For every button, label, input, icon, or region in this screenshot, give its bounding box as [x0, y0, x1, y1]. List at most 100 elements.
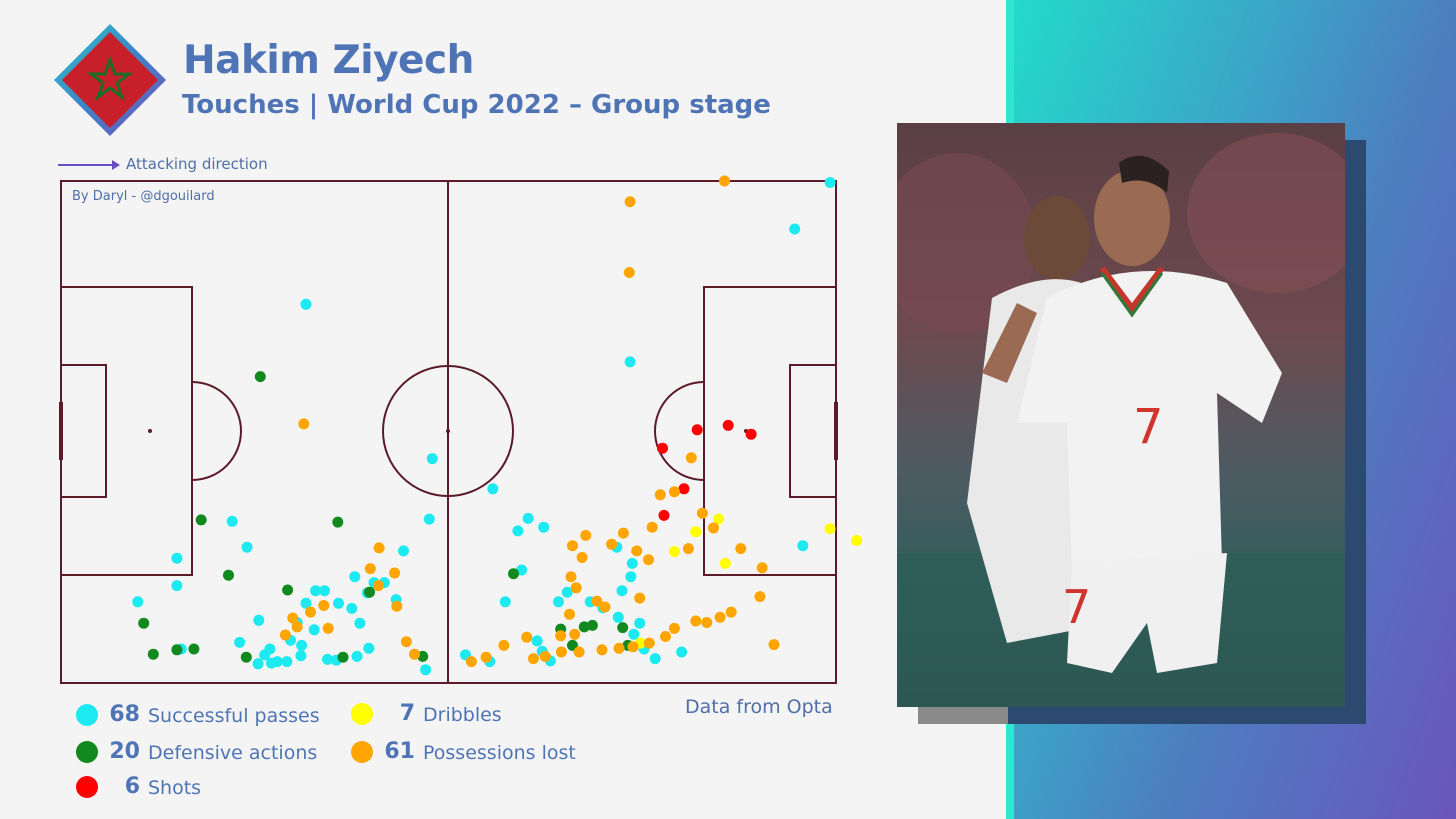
touch-point-dribbles: [690, 526, 702, 538]
morocco-flag-icon: [54, 24, 166, 136]
touch-point-defensive-actions: [364, 586, 375, 598]
player-silhouette-image: 7 7: [897, 133, 1345, 707]
right-goal-area: [789, 364, 837, 498]
touch-point-possessions-lost: [527, 653, 539, 665]
touch-point-successful-passes: [295, 650, 307, 662]
touch-point-successful-passes: [522, 512, 534, 524]
touch-point-possessions-lost: [570, 582, 582, 594]
touch-point-dribbles: [824, 523, 836, 535]
touch-point-successful-passes: [531, 635, 543, 647]
touch-point-successful-passes: [499, 596, 511, 608]
touch-point-successful-passes: [612, 611, 624, 623]
touch-point-successful-passes: [354, 617, 366, 629]
touch-point-possessions-lost: [565, 571, 577, 583]
morocco-flag-crest: [52, 22, 168, 138]
touch-point-successful-passes: [420, 664, 432, 676]
touch-point-possessions-lost: [596, 644, 608, 656]
touch-point-possessions-lost: [719, 175, 730, 187]
touch-points: [132, 175, 863, 676]
touch-point-possessions-lost: [690, 615, 702, 627]
touch-point-possessions-lost: [318, 600, 330, 611]
touch-point-successful-passes: [300, 597, 312, 609]
touch-point-possessions-lost: [555, 630, 567, 642]
page-title: Hakim Ziyech: [183, 38, 474, 83]
touch-point-possessions-lost: [643, 637, 655, 649]
right-goal: [834, 402, 838, 460]
touch-point-successful-passes: [171, 552, 183, 564]
touch-point-successful-passes: [241, 541, 253, 553]
touch-point-possessions-lost: [735, 543, 747, 555]
touch-point-possessions-lost: [567, 540, 578, 552]
touch-point-successful-passes: [398, 545, 409, 557]
touch-point-possessions-lost: [613, 642, 625, 654]
touch-point-possessions-lost: [643, 554, 654, 566]
touch-point-successful-passes: [319, 585, 330, 597]
touch-point-defensive-actions: [586, 619, 598, 631]
touch-point-successful-passes: [553, 596, 564, 608]
touch-point-defensive-actions: [282, 584, 294, 596]
touch-point-possessions-lost: [617, 527, 629, 539]
right-penalty-area: [703, 286, 837, 576]
legend-count: 68: [109, 702, 140, 727]
touch-point-possessions-lost: [701, 617, 713, 628]
touch-point-possessions-lost: [696, 507, 708, 519]
touch-point-defensive-actions: [617, 622, 629, 634]
touch-point-possessions-lost: [409, 648, 420, 660]
touch-point-defensive-actions: [508, 568, 519, 580]
legend-dot: [76, 776, 98, 798]
legend-label: Possessions lost: [423, 742, 576, 764]
touch-point-possessions-lost: [627, 641, 639, 653]
author-credit: By Daryl - @dgouilard: [72, 189, 215, 204]
touch-point-successful-passes: [487, 483, 499, 495]
touch-point-shots: [722, 419, 734, 431]
touch-point-successful-passes: [797, 540, 809, 552]
touch-point-successful-passes: [132, 596, 144, 608]
touch-point-successful-passes: [616, 585, 628, 597]
touch-point-possessions-lost: [373, 542, 385, 554]
touch-point-possessions-lost: [654, 489, 666, 501]
touch-point-possessions-lost: [322, 622, 334, 634]
touch-point-possessions-lost: [606, 538, 618, 550]
touch-point-possessions-lost: [372, 580, 384, 592]
touch-point-successful-passes: [634, 617, 646, 629]
player-photo: 7 7: [897, 123, 1345, 707]
touch-point-possessions-lost: [555, 646, 567, 658]
touch-point-successful-passes: [234, 636, 246, 648]
touch-point-defensive-actions: [147, 648, 159, 660]
touch-point-successful-passes: [349, 571, 361, 583]
touch-point-possessions-lost: [599, 601, 611, 613]
touch-point-possessions-lost: [768, 639, 780, 651]
touch-point-possessions-lost: [682, 543, 694, 555]
touch-point-dribbles: [713, 513, 725, 525]
touch-point-possessions-lost: [580, 529, 592, 541]
legend-label: Dribbles: [423, 704, 502, 726]
touch-point-possessions-lost: [725, 606, 737, 618]
touch-point-defensive-actions: [171, 644, 183, 656]
touch-point-defensive-actions: [332, 516, 344, 528]
legend-count: 7: [399, 701, 415, 726]
left-goal-area: [60, 364, 107, 498]
touch-point-possessions-lost: [646, 521, 658, 533]
touch-point-possessions-lost: [364, 563, 376, 575]
touch-point-shots: [657, 442, 668, 454]
touch-point-successful-passes: [351, 650, 363, 662]
legend-label: Successful passes: [148, 705, 320, 727]
touch-point-possessions-lost: [400, 636, 412, 648]
touch-point-successful-passes: [296, 639, 308, 651]
touch-point-possessions-lost: [521, 631, 533, 643]
touch-point-dribbles: [668, 546, 680, 558]
data-source: Data from Opta: [685, 696, 833, 718]
touch-point-shots: [745, 428, 757, 440]
touch-point-possessions-lost: [465, 656, 477, 668]
attacking-direction-label: Attacking direction: [126, 155, 268, 173]
touch-point-successful-passes: [264, 643, 276, 655]
touch-point-successful-passes: [226, 515, 238, 527]
touch-point-successful-passes: [281, 656, 293, 668]
left-penalty-area: [60, 286, 193, 576]
touch-point-successful-passes: [308, 624, 320, 636]
touch-point-successful-passes: [333, 597, 344, 609]
page-subtitle: Touches | World Cup 2022 – Group stage: [182, 90, 771, 120]
touch-point-successful-passes: [625, 571, 637, 583]
touch-point-successful-passes: [346, 602, 358, 614]
touch-point-defensive-actions: [188, 643, 200, 655]
